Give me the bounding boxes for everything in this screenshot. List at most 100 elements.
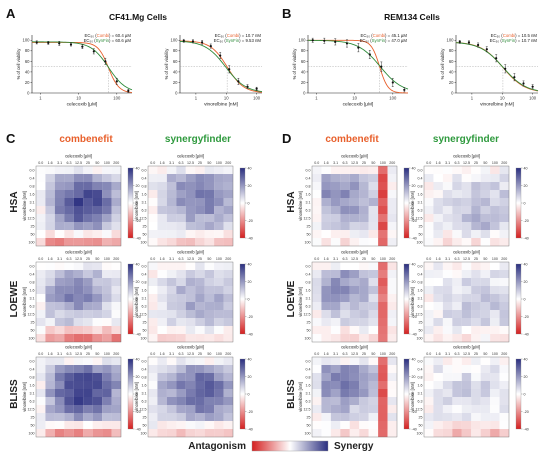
heatmap-cell [214, 405, 224, 414]
heatmap-cell [433, 182, 443, 191]
heatmap-cell [195, 357, 205, 366]
heatmap-x-tick-label: 6.3 [455, 161, 460, 165]
heatmap-cell [92, 405, 103, 414]
data-point [476, 43, 480, 47]
heatmap-cell [92, 429, 103, 438]
heatmap-cell [312, 318, 322, 327]
colorbar-tick-label: 0 [248, 297, 250, 301]
heatmap-cell [330, 421, 341, 430]
heatmap-y-tick-label: 100 [141, 240, 147, 244]
heatmap-cell [499, 302, 510, 311]
heatmap-cell [148, 166, 158, 175]
heatmap-cell [452, 389, 462, 398]
heatmap-cell [349, 310, 360, 319]
heatmap-cell [480, 166, 491, 175]
heatmap-cell [92, 373, 103, 382]
heatmap-cell [214, 174, 224, 183]
heatmap-cell [321, 373, 331, 382]
heatmap-cell [102, 198, 112, 207]
heatmap-x-title: celecoxib [µM] [453, 250, 480, 255]
heatmap-cell [480, 421, 491, 430]
heatmap-y-tick-label: 50 [419, 423, 423, 427]
heatmap-cell [368, 222, 379, 231]
heatmap-cell [185, 381, 196, 390]
heatmap-colorbar [515, 167, 522, 239]
heatmap-cell [330, 270, 341, 279]
heatmap-cell [45, 230, 55, 239]
heatmap-cell [176, 389, 186, 398]
colorbar-tick-label: -40 [412, 236, 417, 240]
heatmap-cell [111, 238, 122, 247]
heatmap-cell [214, 334, 224, 343]
heatmap-cell [387, 373, 398, 382]
heatmap-cell [321, 365, 331, 374]
heatmap-border [423, 165, 510, 247]
heatmap-cell [64, 230, 74, 239]
heatmap-y-tick-label: 0.0 [306, 359, 311, 363]
colorbar-tick-label: -20 [412, 410, 417, 414]
heatmap-cell [471, 278, 481, 287]
heatmap-cell [387, 421, 398, 430]
heatmap-cell [330, 334, 341, 343]
heatmap-cell [368, 190, 379, 199]
heatmap-cell [204, 373, 215, 382]
heatmap-cell [452, 270, 462, 279]
heatmap-cell [64, 365, 74, 374]
heatmap-cell [480, 214, 491, 223]
heatmap-cell [185, 238, 196, 247]
heatmap-cell [92, 174, 103, 183]
heatmap-cell [223, 381, 234, 390]
legend-antagonism-label: Antagonism [188, 441, 246, 452]
heatmap-cell [176, 405, 186, 414]
heatmap-cell [92, 286, 103, 295]
heatmap-cell [148, 365, 158, 374]
heatmap-cell [83, 198, 93, 207]
heatmap-cell [340, 413, 350, 422]
heatmap-y-tick-label: 50 [31, 232, 35, 236]
heatmap-cell [433, 429, 443, 438]
heatmap-cell [378, 190, 388, 199]
heatmap-x-title: celecoxib [µM] [453, 345, 480, 350]
heatmap-cell [54, 214, 65, 223]
heatmap-y-tick-label: 12.5 [416, 216, 423, 220]
heatmap-cell [461, 429, 472, 438]
heatmap-cell [368, 381, 379, 390]
heatmap-cell [195, 405, 205, 414]
colorbar-tick-label: 0 [136, 201, 138, 205]
heatmap-cell [45, 166, 55, 175]
heatmap-cell [64, 214, 74, 223]
y-tick-label: 80 [449, 48, 454, 53]
heatmap-cell [340, 238, 350, 247]
heatmap-cell [166, 262, 177, 271]
heatmap-x-tick-label: 12.5 [75, 257, 82, 261]
heatmap-cell [83, 310, 93, 319]
heatmap-cell [490, 182, 500, 191]
heatmap-cell [461, 413, 472, 422]
colorbar-tick-label: 40 [412, 357, 416, 361]
heatmap-cell [204, 413, 215, 422]
heatmap-x-tick-label: 200 [389, 161, 395, 165]
heatmap-x-tick-label: 1.6 [48, 352, 53, 356]
heatmap-cell [480, 373, 491, 382]
heatmap-x-tick-label: 1.6 [48, 257, 53, 261]
heatmap-y-tick-label: 0.8 [306, 375, 311, 379]
heatmap-cell [368, 357, 379, 366]
heatmap-cell [64, 326, 74, 335]
heatmap-cell [330, 310, 341, 319]
heatmap-x-tick-label: 25 [362, 352, 366, 356]
heatmap-cell [166, 310, 177, 319]
heatmap-y-tick-label: 0.8 [30, 280, 35, 284]
heatmap-cell [378, 389, 388, 398]
heatmap-cell [424, 214, 434, 223]
heatmap-cell [321, 357, 331, 366]
col-title-c-synergyfinder: synergyfinder [165, 134, 231, 145]
heatmap-cell [442, 405, 453, 414]
heatmap-cell [45, 214, 55, 223]
heatmap-cell [166, 397, 177, 406]
heatmap-cell [312, 190, 322, 199]
heatmap-cell [452, 262, 462, 271]
row-title-c-hsa: HSA [9, 191, 20, 212]
heatmap-cell [368, 270, 379, 279]
heatmap-x-title: celecoxib [µM] [177, 345, 204, 350]
colorbar-tick-label: -40 [248, 332, 253, 336]
